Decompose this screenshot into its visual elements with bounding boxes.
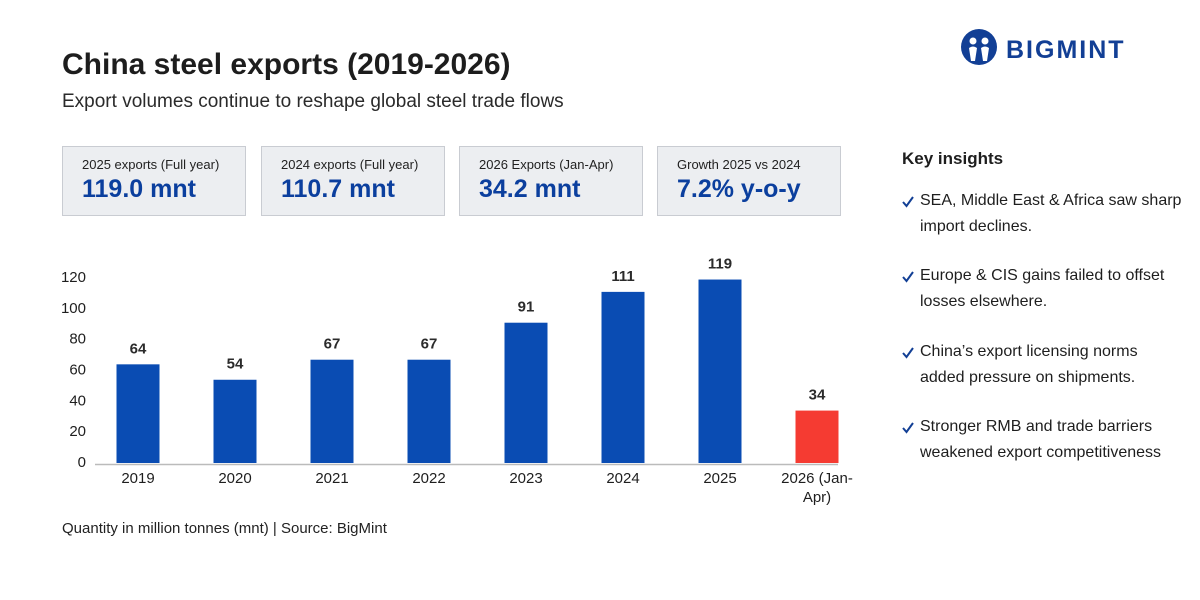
y-tick-label: 80 bbox=[69, 331, 86, 348]
check-path bbox=[902, 347, 914, 359]
bar bbox=[116, 364, 160, 463]
logo-text: BIGMINT bbox=[1006, 36, 1126, 64]
kpi-card: Growth 2025 vs 2024 7.2% y-o-y bbox=[657, 146, 841, 216]
check-icon bbox=[902, 422, 914, 434]
kpi-value: 110.7 mnt bbox=[281, 175, 395, 203]
kpi-label: Growth 2025 vs 2024 bbox=[677, 157, 801, 172]
kpi-label: 2025 exports (Full year) bbox=[82, 157, 220, 172]
x-tick-label: 2019 bbox=[121, 470, 155, 487]
y-tick-label: 0 bbox=[78, 454, 86, 471]
data-label: 64 bbox=[130, 340, 147, 357]
x-tick-label: 2025 bbox=[703, 470, 737, 487]
insight-item: Europe & CIS gains failed to offset loss… bbox=[920, 267, 1165, 310]
y-tick-label: 40 bbox=[69, 392, 86, 409]
check-path bbox=[902, 196, 914, 208]
y-tick-label: 100 bbox=[61, 300, 86, 317]
x-tick-label: 2026 (Jan-Apr) bbox=[781, 470, 853, 506]
data-label: 34 bbox=[809, 387, 826, 404]
x-tick-label: 2024 bbox=[606, 470, 640, 487]
x-tick-label: 2022 bbox=[412, 470, 446, 487]
logo-icon bbox=[961, 29, 997, 65]
bar bbox=[504, 322, 548, 463]
kpi-value: 7.2% y-o-y bbox=[677, 175, 801, 203]
bar bbox=[698, 279, 742, 463]
data-label: 119 bbox=[708, 256, 732, 273]
y-tick-label: 60 bbox=[69, 361, 86, 378]
x-tick-label: 2023 bbox=[509, 470, 543, 487]
subtitle: Export volumes continue to reshape globa… bbox=[62, 91, 564, 112]
bar bbox=[310, 359, 354, 463]
check-icon bbox=[902, 347, 914, 359]
insights-title: Key insights bbox=[902, 149, 1004, 168]
insight-item: China’s export licensing norms added pre… bbox=[920, 343, 1138, 386]
insight-item: SEA, Middle East & Africa saw sharp impo… bbox=[920, 192, 1182, 235]
y-tick-label: 20 bbox=[69, 423, 86, 440]
bar bbox=[601, 291, 645, 463]
footer: Quantity in million tonnes (mnt) | Sourc… bbox=[62, 520, 387, 537]
chart: 0 20 40 60 80 100 120 64 54 67 67 91 111 119 34 bbox=[61, 256, 839, 471]
data-label: 91 bbox=[518, 299, 535, 316]
kpi-value: 119.0 mnt bbox=[82, 175, 196, 203]
title: China steel exports (2019-2026) bbox=[62, 48, 511, 81]
insight-item: Stronger RMB and trade barriers weakened… bbox=[920, 418, 1162, 461]
check-icon bbox=[902, 271, 914, 283]
check-path bbox=[902, 271, 914, 283]
check-path bbox=[902, 422, 914, 434]
data-label: 54 bbox=[227, 356, 244, 373]
check-icon bbox=[902, 196, 914, 208]
data-label: 67 bbox=[324, 336, 341, 353]
data-label: 67 bbox=[421, 336, 438, 353]
y-tick-label: 120 bbox=[61, 269, 86, 286]
kpi-card: 2024 exports (Full year) 110.7 mnt bbox=[261, 146, 445, 216]
x-tick-label: 2020 bbox=[218, 470, 252, 487]
kpi-card: 2025 exports (Full year) 119.0 mnt bbox=[62, 146, 246, 216]
data-label: 111 bbox=[611, 268, 634, 285]
kpi-label: 2026 Exports (Jan-Apr) bbox=[479, 157, 614, 172]
bar bbox=[407, 359, 451, 463]
kpi-label: 2024 exports (Full year) bbox=[281, 157, 419, 172]
bar bbox=[213, 379, 257, 463]
kpi-card: 2026 Exports (Jan-Apr) 34.2 mnt bbox=[459, 146, 643, 216]
kpi-value: 34.2 mnt bbox=[479, 175, 581, 203]
bar bbox=[795, 410, 839, 463]
x-tick-label: 2021 bbox=[315, 470, 349, 487]
